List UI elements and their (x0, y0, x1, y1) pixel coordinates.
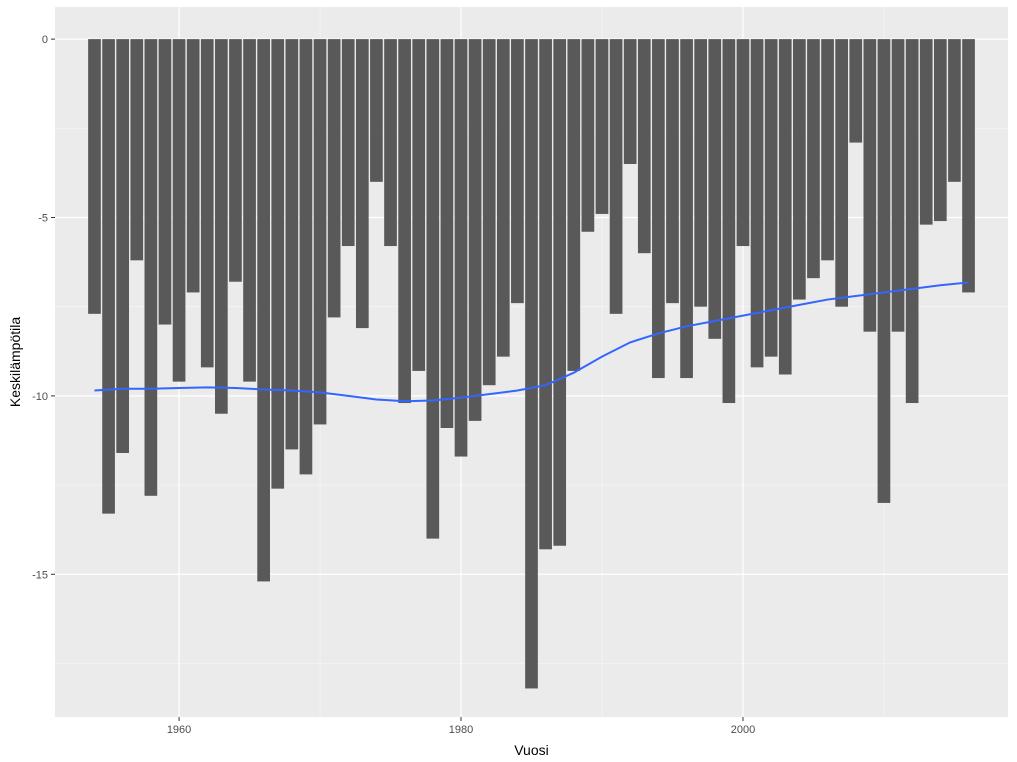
bar-1971 (327, 39, 341, 318)
bar-2003 (778, 39, 792, 375)
bar-1984 (511, 39, 524, 304)
x-axis-title: Vuosi (514, 742, 549, 758)
bar-1996 (680, 39, 693, 379)
bar-1964 (229, 39, 242, 282)
bar-1990 (595, 39, 609, 214)
bar-2011 (891, 39, 905, 332)
bar-1988 (567, 39, 581, 371)
bar-1960 (172, 39, 186, 382)
bar-1967 (271, 39, 285, 489)
bar-1972 (341, 39, 355, 247)
bar-1986 (539, 39, 552, 550)
bar-1957 (130, 39, 144, 261)
bar-1981 (468, 39, 482, 421)
bar-1969 (299, 39, 313, 475)
bar-1975 (384, 39, 397, 247)
bar-1989 (581, 39, 595, 232)
bar-1973 (355, 39, 369, 329)
bar-1962 (200, 39, 214, 368)
bar-2001 (750, 39, 764, 368)
smooth-trend-line (94, 281, 969, 403)
bar-2009 (863, 39, 877, 332)
bar-1976 (398, 39, 411, 404)
bar-1970 (313, 39, 327, 425)
bar-1955 (102, 39, 115, 514)
bar-1993 (637, 39, 651, 254)
bar-2000 (736, 39, 750, 247)
bar-2010 (877, 39, 891, 503)
bar-2013 (919, 39, 933, 225)
bar-2002 (764, 39, 778, 357)
y-tick-label: -15 (32, 569, 48, 581)
y-tick-label: -5 (38, 213, 48, 225)
bar-1985 (525, 39, 538, 689)
bar-1974 (370, 39, 383, 182)
bar-2012 (905, 39, 919, 404)
bar-1977 (412, 39, 426, 371)
bar-series (88, 39, 975, 689)
y-axis-title: Keskilämpötila (7, 317, 23, 407)
bar-1982 (482, 39, 496, 386)
y-tick-label: 0 (42, 34, 48, 46)
bar-1966 (257, 39, 270, 582)
x-axis: 1960 1980 2000 (167, 717, 755, 736)
bar-1956 (116, 39, 130, 453)
x-tick-label: 1960 (167, 724, 191, 736)
bar-1961 (186, 39, 200, 293)
y-axis: 0 -5 -10 -15 (32, 34, 55, 581)
bar-2016 (962, 39, 975, 293)
bar-1963 (215, 39, 228, 414)
bar-1965 (243, 39, 256, 382)
bar-1980 (454, 39, 468, 457)
bar-1959 (158, 39, 172, 325)
bar-1998 (708, 39, 722, 339)
bar-2015 (948, 39, 961, 182)
bar-2006 (821, 39, 834, 261)
bar-1987 (553, 39, 567, 546)
x-tick-label: 2000 (731, 724, 755, 736)
bar-1995 (666, 39, 679, 304)
bar-2005 (807, 39, 820, 279)
bar-2014 (933, 39, 947, 222)
bar-1999 (722, 39, 736, 404)
bar-1954 (88, 39, 101, 314)
bar-2004 (793, 39, 806, 300)
bar-2007 (835, 39, 848, 307)
bar-1992 (623, 39, 637, 164)
bar-1979 (440, 39, 454, 429)
bar-1958 (144, 39, 158, 496)
bar-1978 (426, 39, 440, 539)
y-tick-label: -10 (32, 391, 48, 403)
bar-1983 (496, 39, 510, 357)
bar-1991 (609, 39, 623, 314)
x-tick-label: 1980 (449, 724, 473, 736)
bar-1997 (694, 39, 708, 307)
bar-2008 (849, 39, 863, 143)
bar-1994 (652, 39, 665, 379)
bar-1968 (285, 39, 299, 450)
